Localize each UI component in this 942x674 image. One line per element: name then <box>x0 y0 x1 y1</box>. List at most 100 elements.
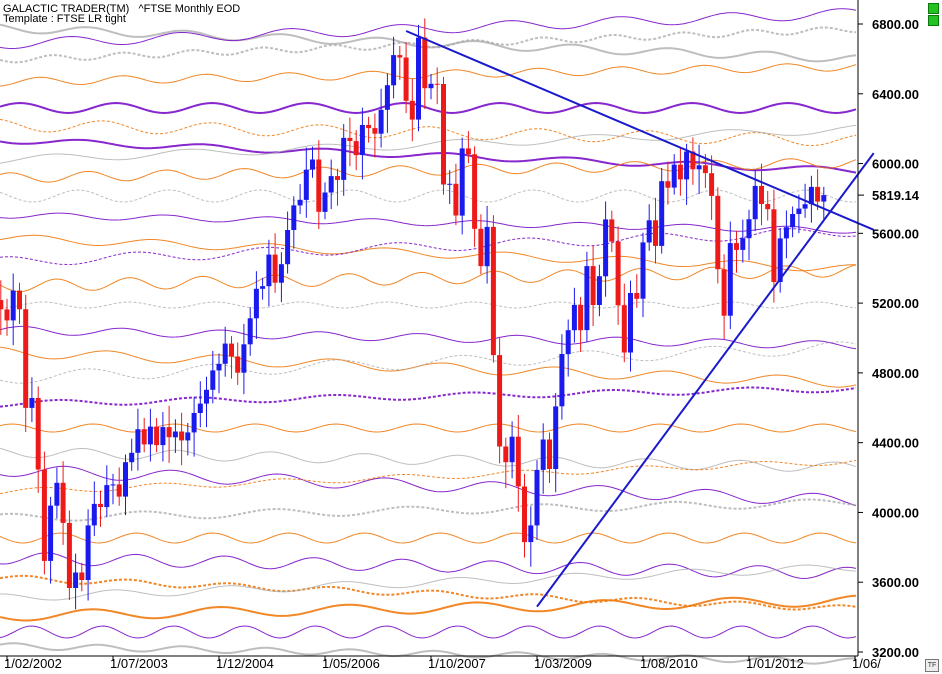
cycle-wave <box>0 264 857 293</box>
candle-down <box>372 128 378 134</box>
candle-down <box>366 125 372 129</box>
candle-down <box>422 37 428 89</box>
candle-down <box>472 154 478 229</box>
status-indicator-icon[interactable] <box>928 15 939 26</box>
candle-down <box>590 266 596 305</box>
candle-up <box>783 227 789 239</box>
candle-up <box>696 165 702 170</box>
candle-down <box>578 304 584 331</box>
cycle-wave <box>0 532 857 544</box>
candle-down <box>702 165 708 174</box>
x-tick-label: 1/02/2002 <box>4 656 62 671</box>
candle-down <box>409 100 415 120</box>
cycle-wave <box>0 447 857 472</box>
candle-up <box>266 254 272 287</box>
candle-up <box>10 290 16 321</box>
candle-down <box>709 173 715 196</box>
y-tick-label: 4800.00 <box>872 366 919 381</box>
candle-down <box>515 436 521 487</box>
candle-down <box>609 219 615 242</box>
y-tick-label: 3200.00 <box>872 645 919 660</box>
candle-up <box>253 288 259 319</box>
candle-up <box>378 109 384 134</box>
candle-up <box>285 230 291 265</box>
cycle-wave <box>0 63 857 87</box>
cycle-wave <box>0 234 856 272</box>
candle-up <box>571 304 577 331</box>
candle-up <box>628 293 633 353</box>
candle-down <box>60 482 66 523</box>
candle-down <box>316 159 322 212</box>
candle-up <box>740 238 746 250</box>
candle-down <box>79 572 85 580</box>
candle-down <box>116 484 122 497</box>
candle-up <box>110 484 116 486</box>
candle-up <box>416 37 421 120</box>
candle-down <box>497 355 503 447</box>
candle-down <box>441 84 446 185</box>
candle-up <box>391 55 397 86</box>
timeframe-icon[interactable]: TF <box>925 659 939 672</box>
cycle-wave <box>0 124 857 164</box>
candle-up <box>278 264 284 283</box>
candle-up <box>428 83 434 89</box>
candle-up <box>447 183 453 185</box>
candle-down <box>66 522 72 588</box>
candle-up <box>135 429 141 453</box>
y-tick-label: 6400.00 <box>872 87 919 102</box>
candle-down <box>229 343 234 357</box>
candle-up <box>204 389 209 404</box>
y-tick-label: 5600.00 <box>872 226 919 241</box>
candle-up <box>160 427 166 446</box>
candle-up <box>646 220 652 243</box>
candle-up <box>559 354 565 407</box>
trendlines <box>405 30 875 608</box>
candle-up <box>197 403 203 413</box>
candle-up <box>821 195 827 202</box>
candle-up <box>216 363 222 371</box>
candle-up <box>359 125 365 155</box>
candle-up <box>303 169 309 200</box>
x-tick-label: 1/12/2004 <box>216 656 274 671</box>
candle-up <box>210 370 216 390</box>
x-axis-ticks: 1/02/2002 1/07/2003 1/12/2004 1/05/2006 1/10… <box>4 656 881 671</box>
cycle-wave <box>0 158 857 183</box>
candle-up <box>54 482 60 506</box>
candle-up <box>640 242 646 299</box>
y-tick-label: 5200.00 <box>872 296 919 311</box>
candle-up <box>565 330 571 355</box>
candle-down <box>141 429 147 445</box>
status-indicator-icon[interactable] <box>928 3 939 14</box>
x-tick-label: 1/01/2012 <box>746 656 804 671</box>
candle-up <box>104 485 110 508</box>
x-tick-label: 1/06/ <box>852 656 881 671</box>
candle-up <box>727 243 733 316</box>
candle-down <box>397 55 403 58</box>
x-tick-label: 1/03/2009 <box>534 656 592 671</box>
y-tick-label: 4400.00 <box>872 436 919 451</box>
candle-up <box>222 343 228 364</box>
candle-down <box>0 300 4 310</box>
candle-down <box>403 57 409 101</box>
candle-up <box>322 192 328 212</box>
cycle-wave <box>0 498 857 522</box>
cycle-wave <box>0 465 857 506</box>
y-tick-label: 3600.00 <box>872 575 919 590</box>
candle-down <box>503 446 509 463</box>
x-tick-label: 1/08/2010 <box>640 656 698 671</box>
candle-up <box>29 398 35 408</box>
candle-up <box>808 186 814 205</box>
cycle-wave <box>0 101 857 115</box>
candle-down <box>98 503 103 507</box>
candle-down <box>690 151 696 170</box>
last-price-label: 5819.14 <box>872 188 920 203</box>
x-tick-label: 1/10/2007 <box>428 656 486 671</box>
trendline-support <box>536 152 875 608</box>
candle-down <box>272 254 278 283</box>
candle-down <box>715 195 721 270</box>
candle-up <box>328 176 334 193</box>
candle-down <box>621 305 627 353</box>
candle-up <box>260 286 266 289</box>
candlestick-series <box>0 18 827 610</box>
